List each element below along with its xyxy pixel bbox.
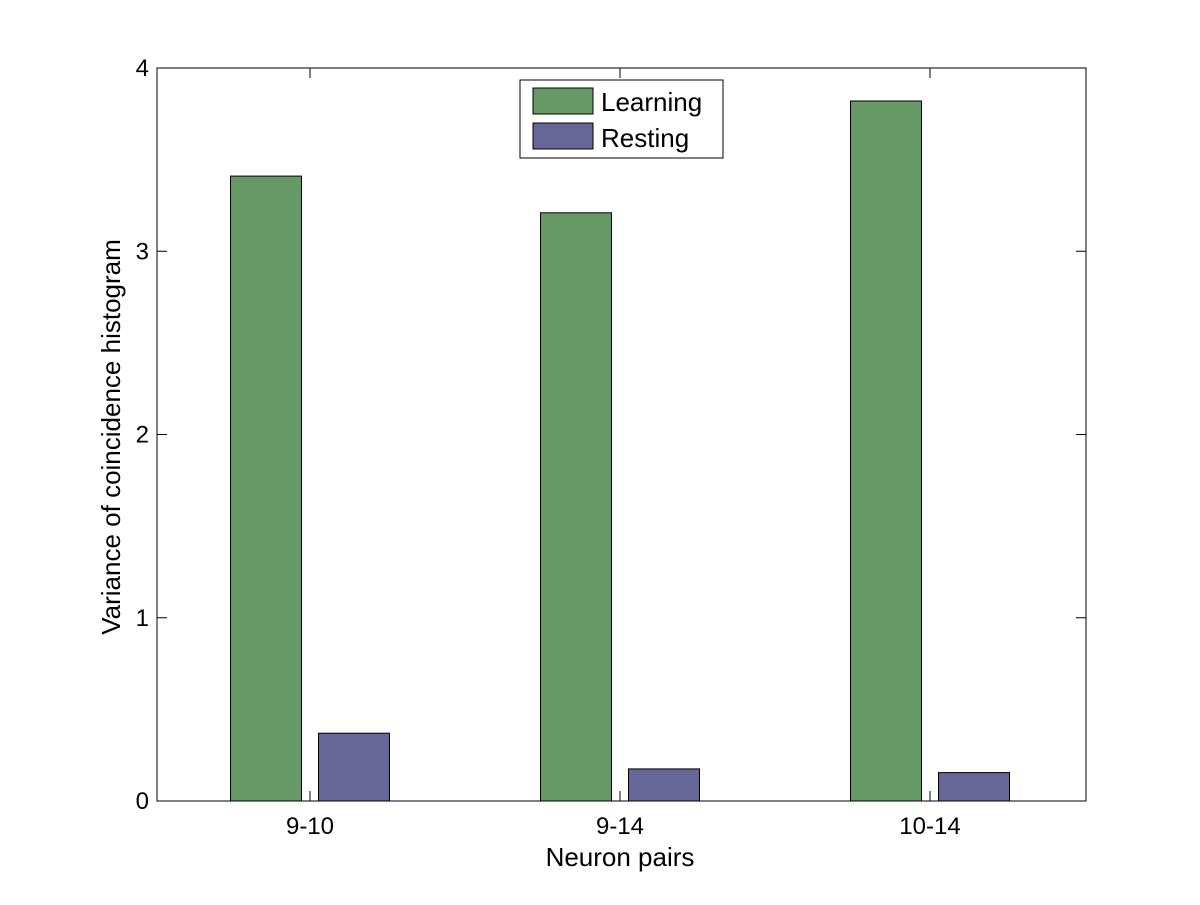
y-tick-label: 2 bbox=[136, 422, 149, 449]
legend-label-resting: Resting bbox=[601, 123, 689, 153]
legend-label-learning: Learning bbox=[601, 87, 702, 117]
x-tick-label-10-14: 10-14 bbox=[899, 813, 960, 840]
y-tick-label: 3 bbox=[136, 238, 149, 265]
bars-group bbox=[230, 100, 1010, 802]
bar-learning-10-14 bbox=[850, 100, 922, 802]
plot-area bbox=[157, 68, 1086, 801]
bar-learning-9-14 bbox=[540, 212, 612, 802]
x-tick-label-9-14: 9-14 bbox=[596, 813, 644, 840]
y-tick-label: 4 bbox=[136, 55, 149, 82]
bar-resting-10-14 bbox=[938, 772, 1010, 802]
tick-labels-group: 0 1 2 3 4 9-10 9-14 10-14 bbox=[136, 55, 961, 840]
x-axis-label: Neuron pairs bbox=[546, 842, 695, 872]
ticks-group bbox=[157, 67, 1086, 802]
legend: Learning Resting bbox=[519, 79, 724, 159]
bar-resting-9-14 bbox=[628, 768, 700, 802]
x-tick-label-9-10: 9-10 bbox=[286, 813, 334, 840]
bar-resting-9-10 bbox=[318, 732, 390, 802]
legend-swatch-learning bbox=[532, 87, 594, 115]
bar-learning-9-10 bbox=[230, 175, 302, 802]
y-tick-label: 0 bbox=[136, 788, 149, 815]
legend-swatch-resting bbox=[532, 122, 594, 150]
y-tick-label: 1 bbox=[136, 605, 149, 632]
y-axis-label: Variance of coincidence histogram bbox=[96, 239, 126, 635]
